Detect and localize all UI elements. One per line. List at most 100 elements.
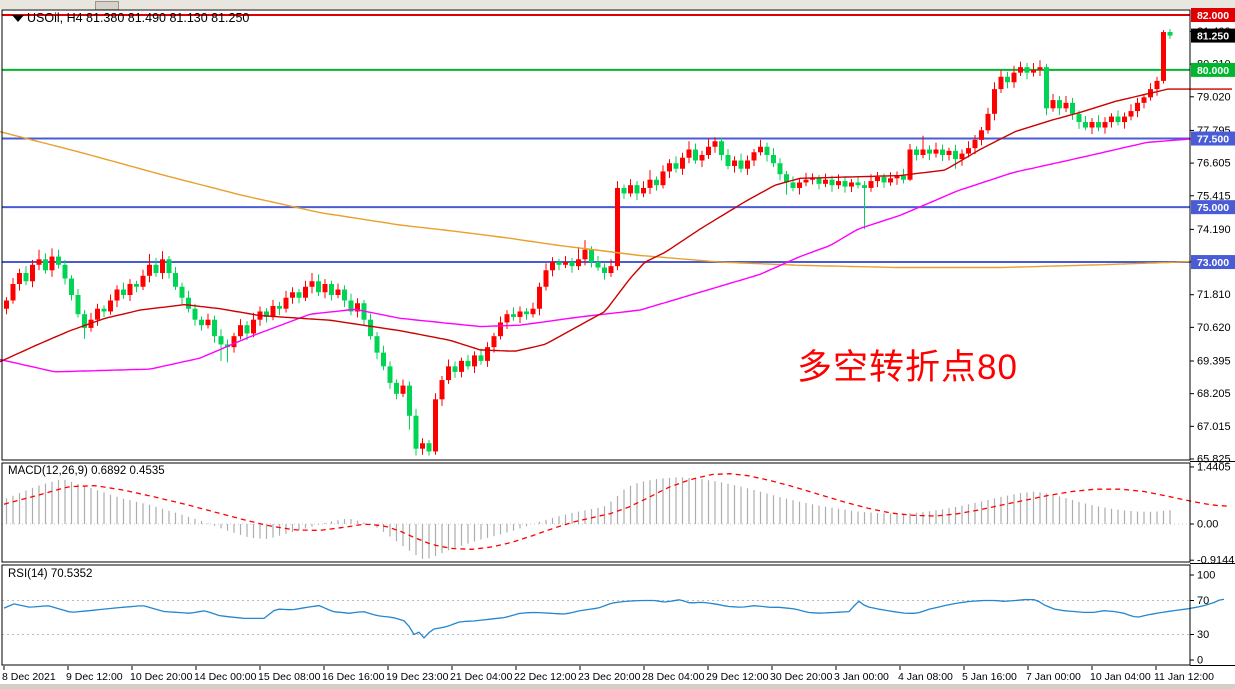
candle bbox=[621, 184, 627, 199]
candle bbox=[875, 172, 880, 188]
candle bbox=[979, 126, 984, 146]
candle bbox=[459, 357, 464, 378]
macd-signal-line bbox=[3, 473, 1229, 550]
candle bbox=[680, 152, 685, 175]
candle bbox=[1044, 63, 1049, 116]
time-tick-label: 9 Dec 12:00 bbox=[66, 671, 123, 683]
time-tick-label: 15 Dec 08:00 bbox=[258, 671, 321, 683]
candle bbox=[836, 174, 841, 190]
candle bbox=[556, 258, 562, 271]
candle bbox=[920, 135, 926, 159]
candle bbox=[959, 149, 965, 166]
candle bbox=[1031, 63, 1036, 77]
candle bbox=[153, 257, 159, 277]
candle bbox=[777, 158, 783, 181]
candle bbox=[1063, 95, 1069, 113]
candle bbox=[1135, 97, 1140, 118]
candle bbox=[355, 298, 360, 318]
candle bbox=[998, 69, 1004, 93]
candle bbox=[654, 176, 659, 191]
candle bbox=[517, 306, 523, 323]
candle bbox=[361, 299, 367, 326]
candle bbox=[387, 361, 393, 389]
candle bbox=[400, 379, 406, 398]
time-tick-label: 23 Dec 20:00 bbox=[578, 671, 641, 683]
candle bbox=[862, 181, 867, 230]
ma-line-magenta bbox=[0, 135, 1233, 373]
candle bbox=[602, 263, 607, 280]
candle bbox=[173, 266, 178, 291]
symbol-dropdown-icon[interactable] bbox=[12, 15, 24, 22]
axis-tick-label: 67.015 bbox=[1197, 421, 1231, 433]
candle bbox=[1024, 63, 1030, 80]
candle bbox=[797, 178, 802, 195]
candle bbox=[1161, 30, 1166, 84]
time-tick-label: 28 Dec 04:00 bbox=[642, 671, 705, 683]
candle bbox=[953, 144, 958, 169]
candle bbox=[407, 381, 412, 430]
candle bbox=[537, 282, 542, 316]
candle bbox=[296, 288, 302, 304]
price-level-badge-82.000: 82.000 bbox=[1191, 8, 1235, 22]
candle bbox=[927, 145, 932, 161]
candle bbox=[1167, 28, 1173, 39]
candle bbox=[894, 171, 900, 185]
time-tick-label: 10 Dec 20:00 bbox=[130, 671, 193, 683]
candle bbox=[972, 134, 978, 155]
candle bbox=[329, 280, 334, 301]
candle bbox=[322, 279, 328, 299]
candle bbox=[686, 141, 692, 164]
candle bbox=[706, 138, 711, 159]
candle bbox=[212, 315, 217, 343]
candle bbox=[82, 310, 87, 339]
candle bbox=[803, 172, 809, 187]
candle bbox=[303, 280, 308, 302]
candle bbox=[888, 172, 893, 186]
price-axis[interactable]: 81.40080.21079.02077.79576.60575.41574.1… bbox=[1190, 26, 1234, 667]
candle bbox=[758, 139, 763, 156]
candle bbox=[992, 82, 997, 121]
candle bbox=[179, 282, 185, 305]
candle bbox=[634, 181, 640, 201]
pane-borders bbox=[1, 9, 1235, 666]
price-level-badge-75.000: 75.000 bbox=[1191, 200, 1235, 215]
time-tick-label: 3 Jan 00:00 bbox=[834, 671, 889, 683]
candle bbox=[1005, 71, 1010, 89]
candle bbox=[641, 181, 646, 198]
rsi-indicator-label: RSI(14) 70.5352 bbox=[8, 568, 93, 580]
candle bbox=[127, 279, 133, 302]
candle bbox=[218, 329, 224, 361]
candle bbox=[498, 316, 503, 340]
candle bbox=[849, 179, 854, 193]
candle bbox=[855, 176, 861, 189]
axis-tick-label: 79.020 bbox=[1197, 91, 1231, 103]
candle bbox=[75, 288, 81, 318]
svg-text:77.500: 77.500 bbox=[1197, 134, 1229, 146]
macd-pane bbox=[2, 473, 1229, 559]
candle bbox=[394, 379, 399, 400]
axis-tick-label: 71.810 bbox=[1197, 289, 1231, 301]
candle bbox=[10, 277, 16, 304]
candle bbox=[348, 293, 354, 316]
candle bbox=[1109, 113, 1114, 128]
candle bbox=[1128, 104, 1134, 121]
ma-line-red bbox=[0, 88, 1232, 363]
candle bbox=[725, 148, 731, 170]
candle bbox=[914, 146, 919, 161]
axis-tick-label: 69.395 bbox=[1197, 356, 1231, 368]
candle bbox=[426, 439, 432, 456]
candle bbox=[420, 438, 425, 455]
axis-tick-label: 70 bbox=[1197, 595, 1209, 607]
axis-tick-label: 100 bbox=[1197, 570, 1215, 582]
time-axis[interactable]: 8 Dec 2021 9 Dec 12:00 10 Dec 20:00 14 Dec … bbox=[2, 666, 1214, 683]
chart-annotation-text[interactable]: 多空转折点80 bbox=[797, 348, 1018, 387]
candle bbox=[764, 142, 770, 162]
candle bbox=[485, 342, 490, 367]
candle bbox=[1037, 60, 1043, 76]
candle bbox=[309, 273, 315, 294]
candle bbox=[901, 168, 906, 184]
candle bbox=[647, 170, 653, 194]
candle bbox=[667, 159, 672, 179]
bottom-strip bbox=[0, 684, 1235, 689]
